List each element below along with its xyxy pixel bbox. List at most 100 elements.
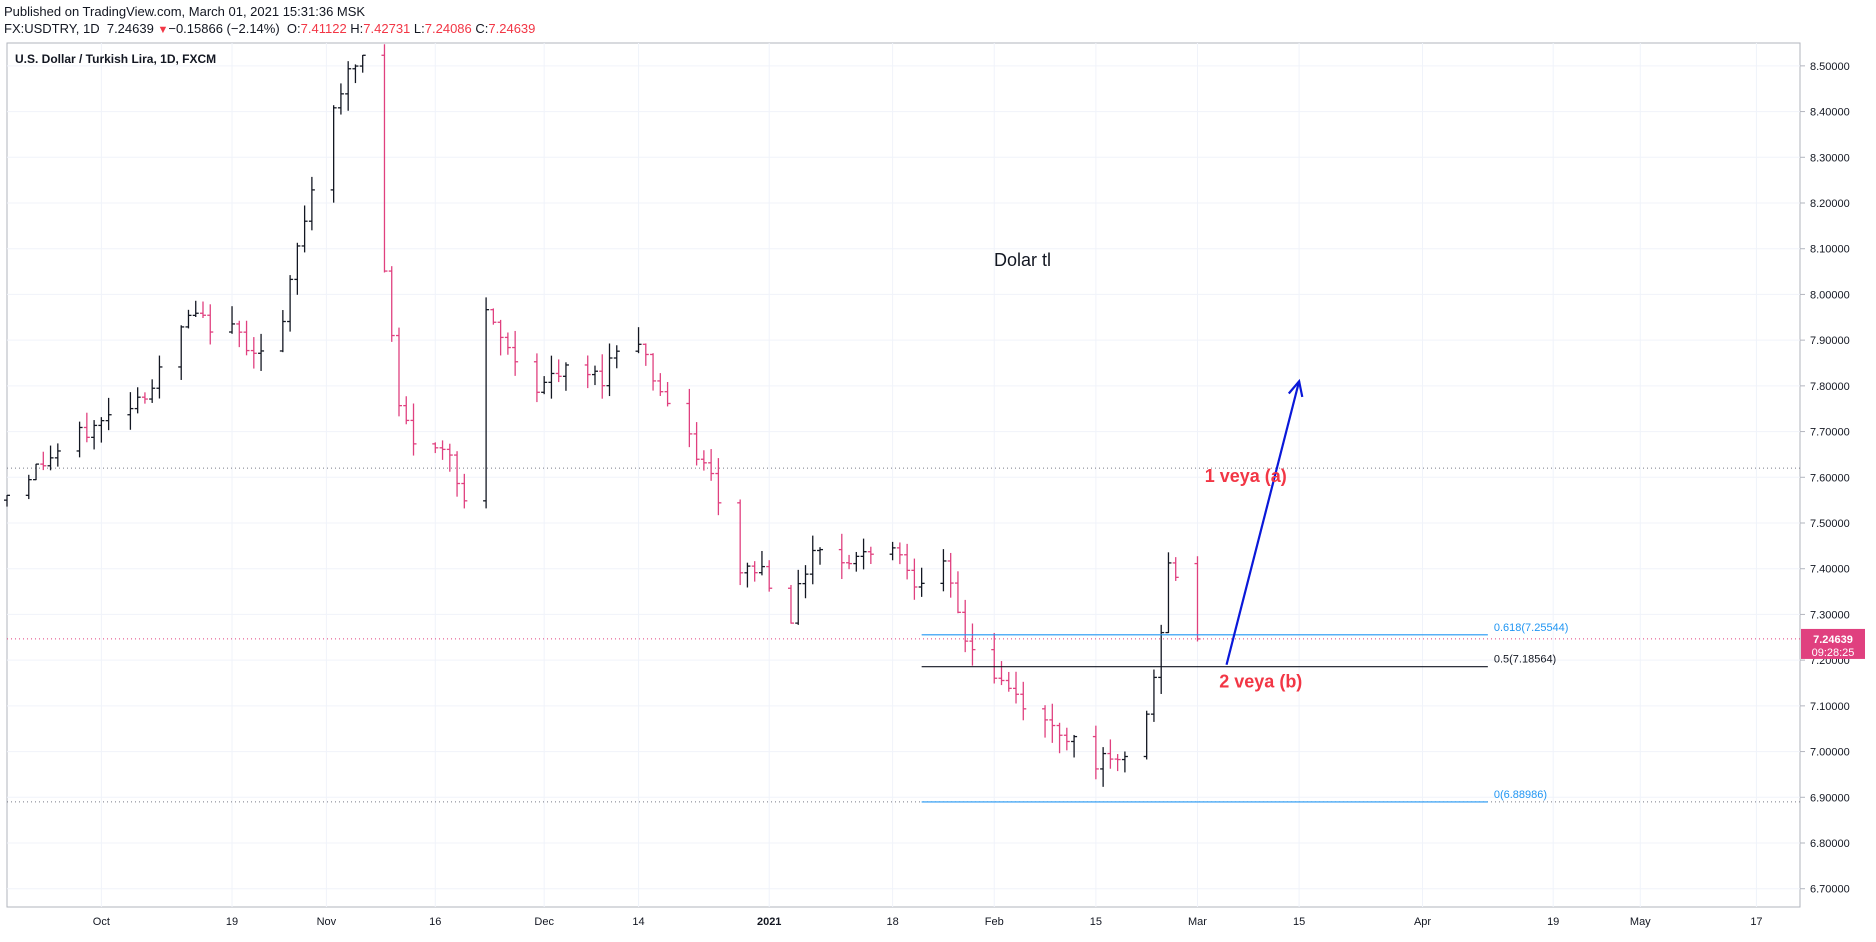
ohlc-bar (991, 632, 998, 684)
ohlc-bar (352, 64, 359, 84)
y-tick-label: 7.30000 (1810, 609, 1850, 621)
ohlc-bars (4, 44, 1201, 787)
last-price-badge (1801, 628, 1865, 659)
ohlc-bar (715, 458, 722, 516)
down-arrow-icon: ▼ (157, 24, 169, 36)
ohlc-bar (512, 330, 519, 376)
ohlc-bar (1092, 725, 1099, 780)
plot-frame (6, 42, 1801, 908)
x-tick-label: 17 (1750, 916, 1762, 928)
ohlc-bar (47, 445, 54, 471)
ohlc-bar (185, 309, 192, 329)
y-tick-label: 8.50000 (1810, 61, 1850, 73)
ohlc-bar (178, 325, 185, 380)
ohlc-bar (192, 300, 199, 318)
ohlc-bar (1143, 710, 1150, 760)
ohlc-bar (635, 327, 642, 354)
symbol-info-line: FX:USDTRY, 1D 7.24639 ▼−0.15866 (−2.14%)… (4, 21, 535, 36)
ohlc-bar (853, 551, 860, 572)
ohlc-bar (301, 205, 308, 253)
ohlc-bar (388, 266, 395, 342)
ohlc-bar (287, 275, 294, 332)
ohlc-bar (846, 554, 853, 570)
ohlc-bar (758, 550, 765, 576)
ohlc-bar (105, 397, 112, 431)
x-tick-label: 14 (632, 916, 644, 928)
ohlc-bar (911, 558, 918, 600)
ohlc-bar (947, 552, 954, 598)
ohlc-bar (497, 319, 504, 356)
ohlc-bar (1049, 703, 1056, 743)
ohlc-bar (127, 392, 134, 430)
x-tick-label: 15 (1293, 916, 1305, 928)
ohlc-bar (867, 546, 874, 565)
high-value: 7.42731 (363, 21, 411, 36)
ohlc-bar (381, 44, 388, 273)
y-tick-label: 7.90000 (1810, 335, 1850, 347)
last-price-value: 7.24639 (106, 21, 154, 36)
symbol-label[interactable]: FX:USDTRY, 1D (4, 21, 100, 36)
y-tick-label: 7.60000 (1810, 472, 1850, 484)
ohlc-bar (294, 242, 301, 295)
ohlc-bar (751, 561, 758, 582)
ohlc-bar (918, 567, 925, 597)
y-tick-label: 8.00000 (1810, 289, 1850, 301)
ohlc-bar (91, 420, 98, 450)
ohlc-bar (708, 449, 715, 481)
ohlc-bar (359, 54, 366, 73)
arrow-head-icon (1287, 378, 1304, 398)
ohlc-bar (33, 463, 40, 481)
ohlc-bar (483, 297, 490, 509)
grid: 6.700006.800006.900007.000007.100007.200… (7, 43, 1850, 928)
ohlc-bar (642, 343, 649, 366)
close-label: C: (475, 21, 489, 36)
ohlc-bar (969, 623, 976, 666)
ohlc-bar (541, 376, 548, 395)
x-tick-label: 15 (1090, 916, 1102, 928)
ohlc-bar (1013, 671, 1020, 704)
ohlc-bar (584, 355, 591, 389)
wave-label: 2 veya (b) (1219, 672, 1302, 692)
fib-level-label: 0(6.88986) (1494, 789, 1547, 801)
ohlc-bar (199, 301, 206, 319)
ohlc-bar (1005, 671, 1012, 692)
ohlc-bar (664, 381, 671, 407)
ohlc-bar (533, 353, 540, 403)
ohlc-bar (889, 541, 896, 561)
ohlc-bar (1121, 751, 1128, 773)
ohlc-bar (439, 440, 446, 460)
x-tick-label: Nov (317, 916, 337, 928)
ohlc-bar (330, 105, 337, 203)
ohlc-bar (860, 538, 867, 570)
ohlc-bar (599, 354, 606, 399)
ohlc-bar (461, 473, 468, 509)
x-tick-label: Apr (1414, 916, 1431, 928)
ohlc-bar (795, 569, 802, 625)
y-tick-label: 7.40000 (1810, 564, 1850, 576)
ohlc-bar (1172, 557, 1179, 581)
ohlc-bar (766, 560, 773, 592)
ohlc-bar (555, 359, 562, 383)
y-tick-label: 7.00000 (1810, 747, 1850, 759)
ohlc-bar (279, 310, 286, 353)
ohlc-bar (1158, 624, 1165, 694)
ohlc-bar (1107, 739, 1114, 769)
ohlc-bar (562, 362, 569, 391)
ohlc-bar (446, 443, 453, 472)
ohlc-bar (207, 304, 214, 345)
ohlc-bar (591, 365, 598, 386)
ohlc-bar (1194, 556, 1201, 642)
ohlc-bar (817, 547, 824, 565)
last-price-label: 7.24639 (1813, 634, 1853, 646)
ohlc-bar (686, 388, 693, 448)
ohlc-bar (1063, 727, 1070, 751)
ohlc-bar (149, 379, 156, 403)
x-tick-label: Mar (1188, 916, 1207, 928)
ohlc-bar (548, 355, 555, 399)
x-tick-label: 2021 (757, 916, 781, 928)
ohlc-bar (490, 308, 497, 325)
ohlc-bar (432, 442, 439, 454)
ohlc-bar (40, 451, 47, 471)
ohlc-bar (236, 320, 243, 348)
